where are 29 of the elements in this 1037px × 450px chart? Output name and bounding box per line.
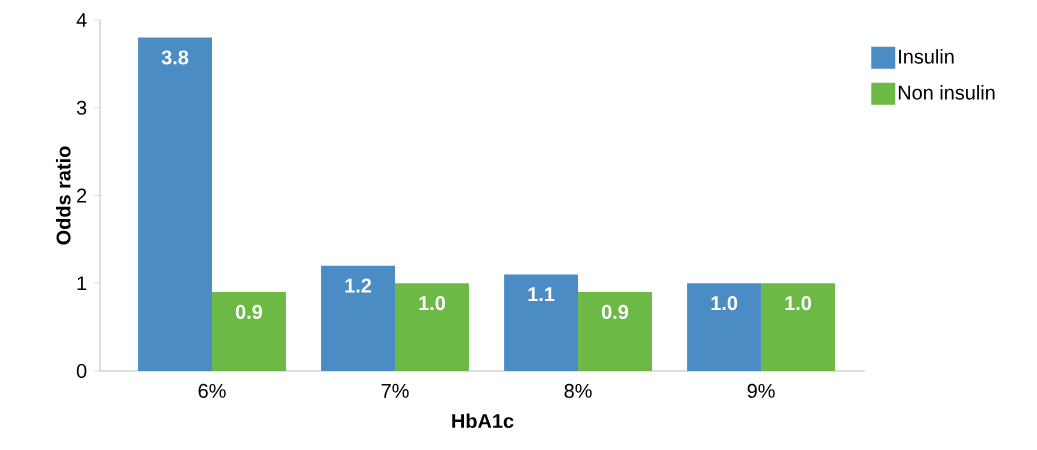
y-tick-label: 2 <box>77 188 87 203</box>
bar <box>212 292 286 371</box>
data-label: 0.9 <box>601 304 629 319</box>
bar <box>687 283 762 371</box>
bar <box>761 283 835 371</box>
data-label: 1.0 <box>419 296 446 311</box>
y-tick-label: 0 <box>76 363 87 379</box>
data-label: 1.0 <box>785 296 812 311</box>
bar <box>321 265 396 371</box>
y-tick-label: 1 <box>77 276 87 291</box>
data-label: 0.9 <box>235 304 263 319</box>
data-label: 3.8 <box>161 50 189 65</box>
data-label: 1.2 <box>345 278 372 293</box>
bar <box>504 274 579 371</box>
legend-label: Insulin <box>899 49 954 64</box>
data-label: 1.1 <box>528 287 555 302</box>
y-tick-label: 3 <box>76 100 87 115</box>
bar <box>138 37 213 371</box>
legend-label: Non insulin <box>898 85 995 100</box>
y-axis-title: Odds ratio <box>55 146 71 245</box>
x-tick-label: 8% <box>564 383 592 398</box>
data-label: 1.0 <box>711 296 738 311</box>
x-tick-label: 6% <box>198 383 226 398</box>
y-tick-label: 4 <box>76 13 87 27</box>
x-tick-label: 9% <box>747 383 775 398</box>
x-axis-title: HbA1c <box>452 413 514 429</box>
x-tick-label: 7% <box>381 383 409 398</box>
bar <box>395 283 469 371</box>
bar <box>578 292 652 371</box>
